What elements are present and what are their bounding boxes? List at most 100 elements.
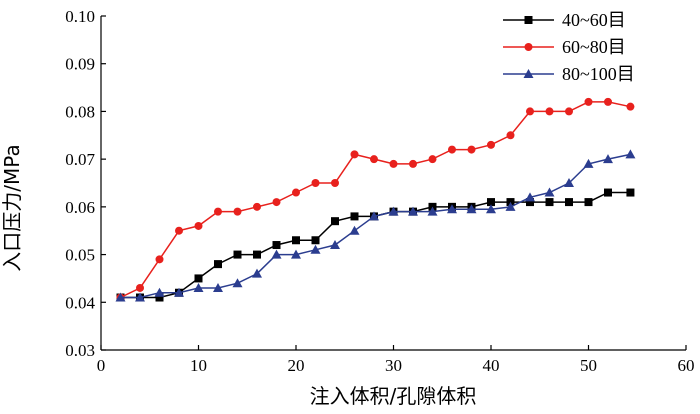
data-point: [545, 198, 554, 207]
data-point: [427, 206, 438, 216]
data-point: [194, 221, 203, 230]
data-point: [252, 268, 262, 278]
data-point: [193, 282, 204, 292]
data-point: [369, 211, 379, 221]
data-point: [506, 131, 515, 140]
data-point: [232, 278, 243, 288]
data-point: [154, 287, 165, 297]
data-point: [388, 206, 399, 216]
y-axis-ticks: 0.03 0.04 0.05 0.06 0.07 0.08 0.09 0.10: [65, 7, 106, 360]
data-point: [584, 97, 593, 106]
data-point: [253, 202, 261, 211]
legend-label: 40~60目: [562, 10, 626, 30]
data-point: [565, 198, 573, 207]
data-point: [271, 249, 282, 259]
data-point: [487, 198, 495, 207]
data-point: [625, 149, 636, 159]
data-point: [447, 204, 457, 214]
data-point: [626, 102, 635, 111]
data-point: [310, 244, 321, 254]
data-point: [603, 154, 613, 164]
y-tick-label: 0.08: [65, 102, 95, 121]
legend-item: 60~80目: [503, 37, 626, 57]
data-point: [331, 179, 339, 187]
data-point: [233, 207, 242, 216]
data-point: [466, 204, 477, 214]
data-point: [448, 145, 456, 154]
data-point: [626, 188, 635, 197]
legend-label: 60~80目: [562, 37, 626, 57]
data-point: [194, 274, 203, 283]
data-point: [544, 187, 555, 197]
data-point: [565, 107, 573, 116]
data-point: [350, 150, 359, 159]
data-point: [331, 217, 339, 226]
data-point: [155, 255, 164, 264]
data-point: [214, 207, 222, 216]
data-point: [292, 188, 300, 197]
data-point: [389, 159, 398, 168]
y-tick-label: 0.03: [65, 341, 95, 360]
y-tick-label: 0.04: [65, 293, 95, 312]
legend-item: 80~100目: [503, 64, 635, 84]
data-point: [213, 282, 223, 292]
data-point: [135, 292, 145, 302]
x-tick-label: 30: [385, 356, 402, 375]
y-axis-title: 入口压力/MPa: [0, 144, 24, 271]
y-tick-label: 0.06: [65, 198, 95, 217]
data-point: [214, 260, 222, 269]
x-axis-title: 注入体积/孔隙体积: [310, 384, 477, 408]
data-point: [467, 145, 476, 154]
data-point: [370, 155, 378, 164]
data-point: [115, 292, 126, 302]
series-1: [116, 188, 635, 302]
legend: 40~60目 60~80目 80~100目: [503, 10, 635, 84]
x-tick-label: 40: [483, 356, 500, 375]
data-point: [136, 283, 144, 292]
data-point: [408, 206, 418, 216]
x-tick-label: 50: [580, 356, 597, 375]
data-point: [272, 241, 281, 250]
x-tick-label: 60: [678, 356, 695, 375]
data-point: [564, 178, 574, 187]
legend-marker: [524, 16, 533, 24]
data-point: [486, 204, 496, 214]
data-point: [428, 155, 437, 164]
data-point: [583, 158, 594, 168]
data-point: [233, 250, 242, 259]
data-point: [487, 140, 495, 149]
y-tick-label: 0.05: [65, 246, 95, 265]
data-point: [311, 179, 320, 187]
legend-marker: [523, 69, 534, 78]
data-point: [292, 236, 300, 245]
data-point: [505, 201, 516, 211]
y-tick-label: 0.10: [65, 7, 95, 26]
x-tick-label: 10: [190, 356, 207, 375]
data-point: [175, 226, 183, 235]
data-point: [155, 293, 164, 302]
data-point: [526, 107, 534, 116]
data-point: [604, 188, 612, 197]
data-point: [545, 107, 554, 116]
y-tick-label: 0.09: [65, 55, 95, 74]
data-point: [584, 198, 593, 207]
legend-item: 40~60目: [503, 10, 626, 30]
series-line: [120, 101, 631, 299]
data-point: [311, 236, 320, 245]
data-point: [409, 159, 417, 168]
y-tick-label: 0.07: [65, 150, 95, 169]
data-point: [174, 287, 184, 297]
series-2: [116, 97, 635, 302]
x-tick-label: 20: [288, 356, 305, 375]
data-point: [526, 198, 534, 207]
data-point: [349, 225, 360, 235]
data-point: [330, 240, 340, 250]
legend-marker: [524, 43, 533, 51]
x-tick-label: 0: [97, 356, 106, 375]
legend-label: 80~100目: [562, 64, 635, 84]
data-point: [272, 198, 281, 207]
data-point: [525, 192, 535, 202]
x-axis-ticks: 0 10 20 30 40 50 60: [97, 345, 695, 375]
series-3: [115, 149, 636, 302]
